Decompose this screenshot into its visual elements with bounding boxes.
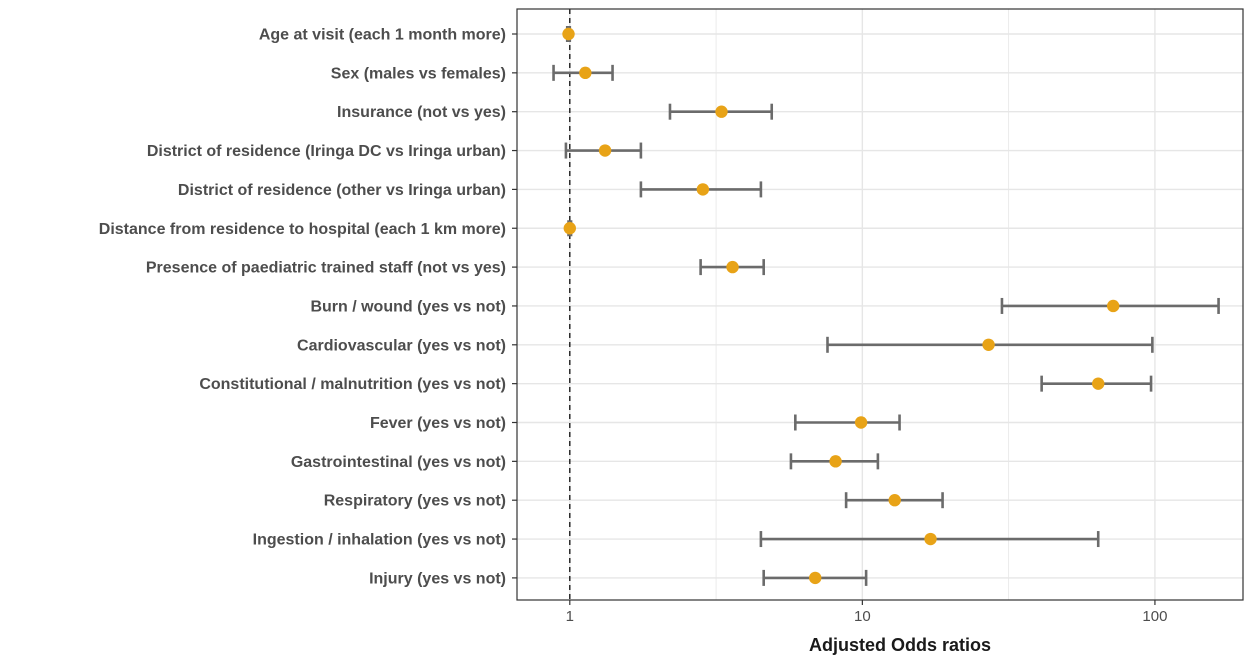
odds-ratio-point	[809, 571, 822, 585]
ci-whisker	[794, 414, 901, 431]
odds-ratio-point	[579, 66, 592, 80]
odds-ratio-point	[598, 144, 612, 157]
row-label: Sex (males vs females)	[331, 65, 506, 82]
row-label: District of residence (other vs Iringa u…	[178, 182, 506, 199]
panel-border	[516, 8, 1244, 601]
x-axis-title: Adjusted Odds ratios	[809, 635, 991, 655]
odds-ratio-point	[726, 260, 739, 274]
x-tick-label: 1	[566, 608, 574, 625]
odds-ratio-point	[854, 416, 868, 429]
row-label: Fever (yes vs not)	[370, 415, 506, 432]
row-label: Respiratory (yes vs not)	[324, 493, 506, 510]
row-label: Ingestion / inhalation (yes vs not)	[253, 532, 506, 549]
row-label: Insurance (not vs yes)	[337, 104, 506, 121]
odds-ratio-point	[1106, 299, 1120, 313]
grid-layer	[517, 9, 1243, 600]
odds-ratio-point	[982, 338, 995, 351]
row-label: Cardiovascular (yes vs not)	[297, 337, 506, 354]
odds-ratio-point	[715, 105, 728, 118]
row-label: District of residence (Iringa DC vs Irin…	[147, 143, 506, 160]
point-layer	[562, 27, 1120, 585]
odds-ratio-point	[888, 494, 901, 507]
row-label: Gastrointestinal (yes vs not)	[291, 454, 506, 471]
odds-ratio-point	[1092, 377, 1105, 390]
row-label: Distance from residence to hospital (eac…	[99, 221, 506, 238]
odds-ratio-point	[563, 222, 576, 235]
row-label: Age at visit (each 1 month more)	[259, 27, 506, 44]
row-label: Injury (yes vs not)	[369, 570, 506, 587]
y-axis-labels: Age at visit (each 1 month more) Sex (mal…	[99, 27, 517, 587]
x-tick-label: 10	[854, 608, 871, 625]
x-axis-ticks: 1 10 100	[566, 600, 1167, 625]
x-tick-label: 100	[1142, 608, 1167, 625]
row-label: Constitutional / malnutrition (yes vs no…	[199, 376, 506, 393]
row-label: Presence of paediatric trained staff (no…	[146, 260, 506, 277]
row-label: Burn / wound (yes vs not)	[310, 298, 506, 315]
odds-ratio-point	[562, 27, 575, 41]
odds-ratio-point	[829, 455, 842, 468]
odds-ratio-point	[696, 183, 710, 196]
odds-ratio-point	[924, 532, 937, 546]
